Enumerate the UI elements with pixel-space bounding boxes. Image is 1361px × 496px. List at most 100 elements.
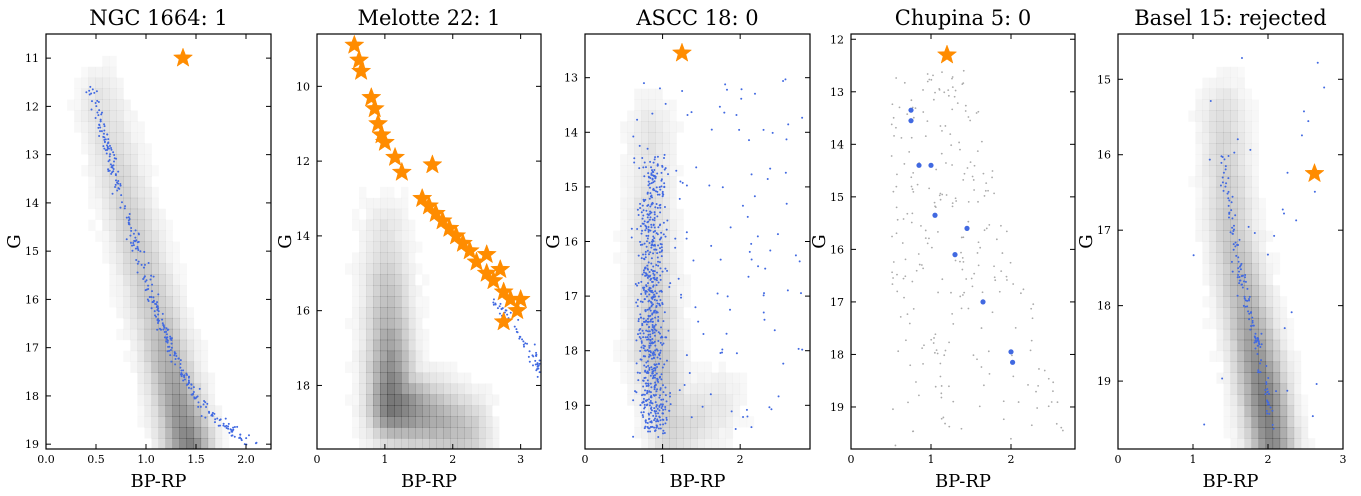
member-point [516,331,519,334]
density-cell [366,339,374,352]
density-cell [1251,219,1260,231]
density-cell [669,132,677,144]
member-point [685,184,688,187]
y-tick-label: 16 [564,236,578,249]
density-cell [144,263,152,275]
density-cell [1195,187,1202,198]
field-star-point [995,238,998,241]
density-cell [1265,263,1274,275]
member-point [100,113,103,116]
member-point [640,292,643,295]
member-point [656,349,659,352]
density-cell [641,252,649,264]
member-point [113,154,116,157]
density-cell [655,394,663,406]
density-cell [704,372,712,384]
density-cell [1223,394,1231,406]
member-point [535,353,538,356]
member-point [639,313,642,316]
density-cell [662,328,670,341]
density-cell [1265,416,1274,428]
field-star-point [932,98,935,101]
density-cell [641,274,649,286]
density-cell [81,88,89,100]
member-point [663,431,666,434]
density-cell [1223,208,1231,221]
member-point [513,325,516,328]
member-point [784,171,787,174]
member-point [1203,423,1206,426]
density-cell [394,263,402,275]
density-cell [401,296,409,308]
density-cell [1230,88,1238,100]
member-point [231,434,234,437]
member-point [1008,349,1014,355]
density-cell [669,427,677,439]
density-cell [683,318,690,329]
member-point [651,177,654,180]
density-cell [1301,405,1308,416]
member-point [650,425,653,428]
member-point [646,338,649,341]
density-cell [1202,110,1210,122]
member-point [664,102,667,105]
member-point [654,393,657,396]
field-star-point [938,88,941,91]
density-cell [88,187,95,198]
density-cell [222,438,229,449]
member-point [208,410,211,413]
field-star-point [912,116,915,119]
member-point [180,369,183,372]
density-cell [380,263,388,275]
density-cell [366,263,374,275]
member-point [770,408,773,411]
density-cell [669,197,677,210]
density-cell [429,372,437,384]
density-cell [109,88,117,100]
member-point [660,185,663,188]
density-cell [67,100,74,111]
density-cell [436,427,444,439]
member-point [641,300,644,303]
field-star-point [984,189,987,192]
density-cell [1272,416,1281,428]
member-point [524,342,527,345]
member-point [635,301,638,304]
density-cell [613,340,620,351]
density-cell [137,361,145,373]
member-point [139,250,142,253]
density-cell [214,405,223,417]
member-point [650,246,653,249]
member-point [647,320,650,323]
density-cell [373,230,381,242]
member-point [109,153,112,156]
field-star-point [907,401,909,404]
density-cell [1279,438,1288,449]
member-point [523,345,526,348]
density-cell [1265,427,1274,439]
density-cell [1209,318,1216,329]
density-cell [1202,230,1210,242]
member-point [1271,409,1274,412]
density-cell [725,416,734,428]
member-point [661,403,664,406]
member-point [695,166,698,169]
member-point [773,329,776,332]
member-point [111,166,114,169]
member-point [174,363,177,366]
member-point [726,295,729,298]
density-cell [159,209,166,220]
member-point [651,291,654,294]
member-point [654,229,657,232]
member-point [653,407,656,410]
density-cell [1251,361,1260,373]
density-cell [634,110,642,122]
density-cell [655,252,663,264]
density-cell [711,383,719,395]
member-point [143,276,146,279]
y-axis-label: G [4,234,25,248]
member-point [175,355,178,358]
member-point [1010,359,1016,365]
density-cell [102,219,110,231]
plot-frame [45,33,272,450]
